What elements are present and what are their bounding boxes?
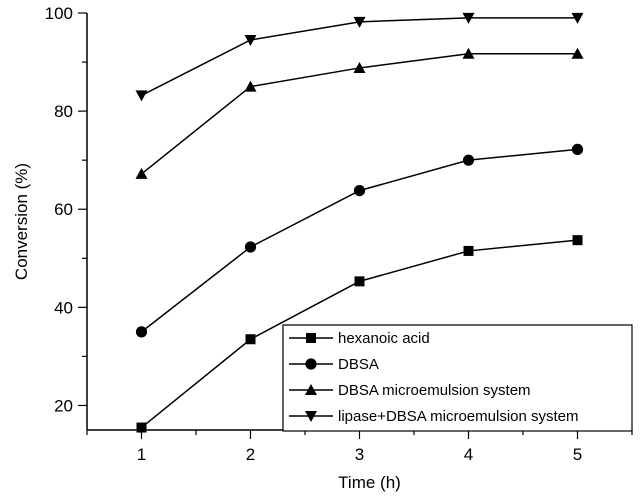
legend-label: DBSA [338, 356, 379, 373]
legend-item: hexanoic acid [289, 330, 430, 347]
x-tick-label: 3 [355, 445, 364, 464]
legend-marker [306, 333, 316, 343]
legend-box [282, 324, 633, 432]
legend-label: hexanoic acid [338, 330, 430, 347]
x-tick-label: 1 [137, 445, 146, 464]
legend-marker [305, 411, 317, 422]
data-point [463, 245, 474, 256]
data-point [245, 334, 256, 345]
series-group [135, 12, 584, 433]
x-axis-title: Time (h) [338, 473, 401, 492]
legend-label: DBSA microemulsion system [338, 382, 531, 399]
data-point [353, 61, 366, 73]
series-0 [136, 235, 583, 433]
legend-item: lipase+DBSA microemulsion system [289, 408, 579, 425]
y-tick-label: 40 [54, 298, 73, 317]
data-point [571, 12, 584, 24]
legend-marker [305, 384, 317, 395]
data-point [135, 90, 148, 102]
series-2 [135, 47, 584, 179]
data-point [135, 167, 148, 179]
x-tick-label: 5 [573, 445, 582, 464]
data-point [353, 16, 366, 28]
data-point [571, 47, 584, 59]
data-point [353, 184, 366, 197]
legend-label: lipase+DBSA microemulsion system [338, 408, 579, 425]
data-point [244, 34, 257, 46]
data-point [135, 326, 148, 338]
legend-marker [305, 358, 317, 370]
axes: 20 40 60 80 100 1 2 3 4 5 [45, 4, 633, 464]
data-point [354, 276, 365, 287]
y-tick-label: 20 [54, 396, 73, 415]
data-point [244, 241, 257, 253]
data-point [136, 422, 147, 433]
y-tick-label: 80 [54, 102, 73, 121]
data-point [572, 235, 583, 246]
x-tick-label: 4 [464, 445, 473, 464]
legend-item: DBSA microemulsion system [289, 382, 531, 399]
legend-item: DBSA [289, 356, 379, 373]
series-3 [135, 12, 584, 102]
data-point [462, 47, 475, 59]
legend: hexanoic acid DBSA DBSA microemulsion syst… [282, 324, 633, 432]
data-point [462, 12, 475, 24]
y-axis-title: Conversion (%) [12, 163, 31, 280]
series-1 [135, 143, 584, 338]
y-tick-label: 60 [54, 200, 73, 219]
data-point [571, 143, 584, 155]
x-tick-label: 2 [246, 445, 255, 464]
data-point [244, 80, 257, 92]
series-line [141, 17, 578, 97]
series-line [141, 148, 578, 333]
y-tick-label: 100 [45, 4, 73, 23]
data-point [462, 154, 475, 166]
